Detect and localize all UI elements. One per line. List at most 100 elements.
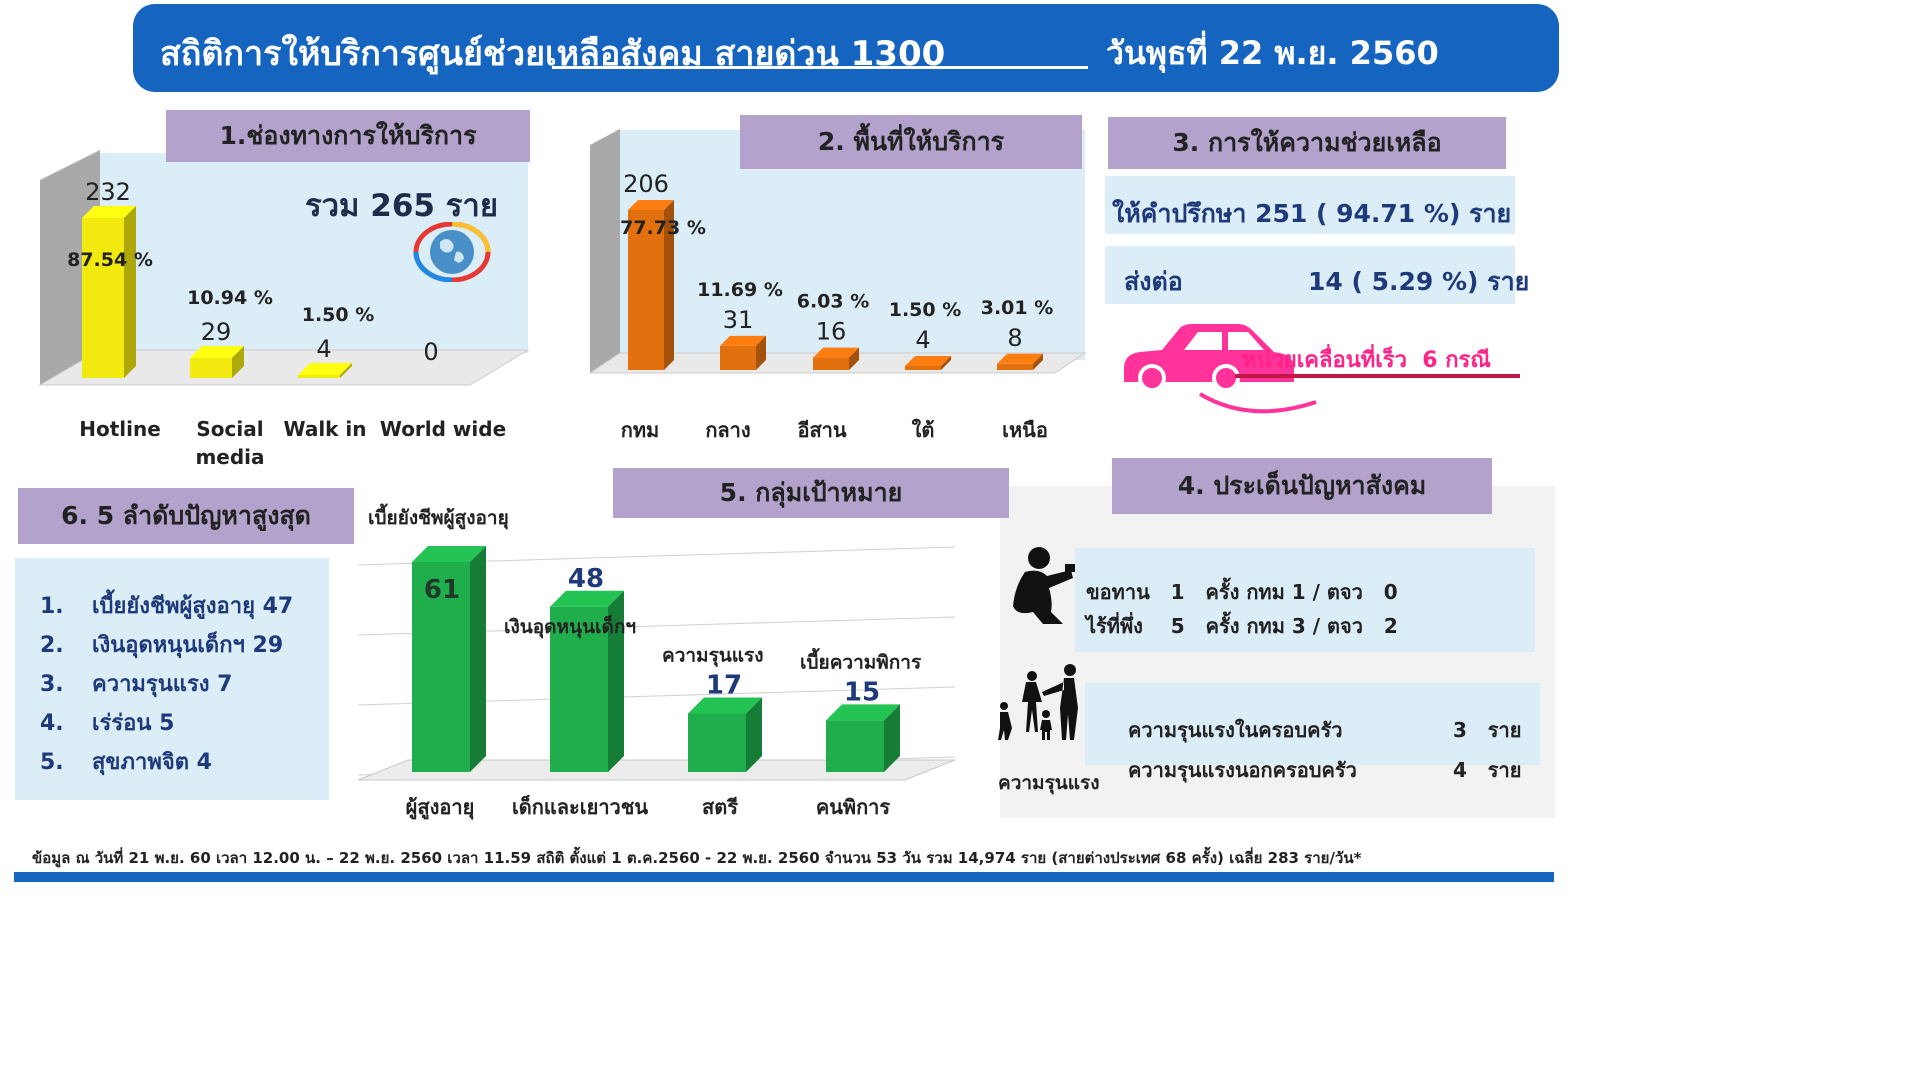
target-label-2: สตรี bbox=[702, 795, 738, 819]
target-bar-1-front bbox=[550, 606, 608, 772]
top5-item-number: 2. bbox=[40, 633, 64, 658]
section6-title: 6. 5 ลำดับปัญหาสูงสุด bbox=[18, 488, 354, 544]
target-bar-2 bbox=[688, 697, 762, 772]
top5-item-number: 4. bbox=[40, 711, 64, 736]
channel-percent-1: 10.94 % bbox=[187, 287, 273, 309]
area-bar-1-front bbox=[720, 345, 756, 370]
target-bar-label-0: เบี้ยยังชีพผู้สูงอายุ bbox=[368, 503, 509, 530]
target-label-0: ผู้สูงอายุ bbox=[406, 795, 475, 821]
outside-violence-value: 4 ราย bbox=[1453, 758, 1522, 782]
target-bar-2-side bbox=[746, 697, 762, 772]
area-label-1: กลาง bbox=[705, 418, 750, 442]
area-bar-0-top bbox=[628, 200, 674, 210]
channel-bar-1 bbox=[190, 346, 244, 378]
channel-label-2: Walk in bbox=[283, 417, 366, 441]
car-icon bbox=[1118, 320, 1328, 416]
area-bar-2-side bbox=[849, 347, 859, 370]
target-bar-1 bbox=[550, 590, 624, 772]
section4-title: 4. ประเด็นปัญหาสังคม bbox=[1112, 458, 1492, 514]
top5-item: 3. ความรุนแรง 7 bbox=[40, 666, 233, 701]
area-percent-0: 77.73 % bbox=[620, 217, 706, 239]
channel-bar-0-side bbox=[124, 206, 136, 378]
channel-label-1-line2: media bbox=[195, 445, 264, 469]
violence-icon bbox=[990, 662, 1095, 742]
section1-total: รวม 265 ราย bbox=[305, 188, 499, 224]
area-label-0: กทม bbox=[621, 418, 659, 442]
area-bar-2-front bbox=[813, 357, 849, 370]
referral-box bbox=[1105, 246, 1515, 304]
target-bar-label-3: เบี้ยความพิการ bbox=[800, 647, 922, 673]
target-bar-3 bbox=[826, 704, 900, 772]
area-bar-2-top bbox=[813, 347, 859, 358]
homeless-text: ไร้ที่พึ่ง 5 ครั้ง กทม 3 / ตจว 2 bbox=[1086, 614, 1398, 638]
channel-value-3: 0 bbox=[423, 338, 438, 366]
target-bar-label-1: เงินอุดหนุนเด็กฯ bbox=[504, 614, 636, 639]
target-label-3: คนพิการ bbox=[816, 795, 891, 819]
mobile-unit-text: หน่วยเคลื่อนที่เร็ว 6 กรณี bbox=[1242, 348, 1491, 373]
target-bar-2-top bbox=[688, 697, 762, 714]
area-value-1: 31 bbox=[723, 306, 754, 334]
title-underline bbox=[552, 66, 1088, 69]
area-bar-3-side bbox=[941, 356, 951, 370]
area-label-4: เหนือ bbox=[1002, 418, 1048, 442]
channel-bar-2 bbox=[298, 363, 352, 378]
channel-bar-2-top bbox=[298, 363, 352, 375]
target-group-chart: 61 เบี้ยยังชีพผู้สูงอายุ 48 เงินอุดหนุนเด็ก… bbox=[357, 503, 956, 821]
violence-box bbox=[1085, 683, 1540, 765]
target-bar-3-top bbox=[826, 704, 900, 721]
advice-text: ให้คำปรึกษา 251 ( 94.71 %) ราย bbox=[1112, 199, 1512, 228]
top5-item-text: สุขภาพจิต 4 bbox=[92, 750, 212, 775]
target-value-1: 48 bbox=[568, 564, 604, 594]
target-bar-0-front bbox=[412, 562, 470, 772]
area-bar-4-side bbox=[1033, 353, 1043, 370]
area-label-2: อีสาน bbox=[797, 418, 846, 442]
area-label-3: ใต้ bbox=[912, 418, 935, 442]
header-banner bbox=[133, 4, 1559, 92]
domestic-violence-value: 3 ราย bbox=[1453, 718, 1522, 742]
area-value-4: 8 bbox=[1007, 324, 1022, 352]
channel-label-3: World wide bbox=[380, 417, 506, 441]
begging-box bbox=[1075, 548, 1535, 652]
section3-title: 3. การให้ความช่วยเหลือ bbox=[1108, 117, 1506, 169]
channel-chart: 232 87.54 % 29 10.94 % 4 1.50 % 0 Hotline Social… bbox=[38, 150, 530, 469]
channel-bar-1-front bbox=[190, 358, 232, 378]
area-value-0: 206 bbox=[623, 170, 669, 198]
area-bar-0 bbox=[628, 200, 674, 370]
referral-value: 14 ( 5.29 %) ราย bbox=[1308, 267, 1530, 296]
top5-item-text: ความรุนแรง 7 bbox=[92, 672, 233, 697]
section5-title: 5. กลุ่มเป้าหมาย bbox=[613, 468, 1009, 518]
section2-title: 2. พื้นที่ให้บริการ bbox=[740, 115, 1082, 169]
outside-violence-label: ความรุนแรงนอกครอบครัว bbox=[1128, 758, 1357, 782]
target-bar-3-front bbox=[826, 720, 884, 772]
top5-item: 4. เร่ร่อน 5 bbox=[40, 705, 174, 740]
violence-caption: ความรุนแรง bbox=[998, 772, 1100, 794]
header-date: วันพุธที่ 22 พ.ย. 2560 bbox=[1106, 34, 1439, 72]
top5-item: 2. เงินอุดหนุนเด็กฯ 29 bbox=[40, 627, 283, 662]
chart2-wall bbox=[590, 129, 620, 373]
area-bar-1-top bbox=[720, 335, 766, 346]
target-bar-label-2: ความรุนแรง bbox=[662, 644, 764, 667]
channel-value-2: 4 bbox=[316, 335, 331, 363]
area-chart: 206 77.73 % 31 11.69 % 16 6.03 % 4 1.50 % 8 3.01 … bbox=[588, 129, 1087, 442]
channel-percent-0: 87.54 % bbox=[67, 249, 153, 271]
area-bar-1 bbox=[720, 335, 766, 370]
target-bar-3-side bbox=[884, 704, 900, 772]
chart3-floor bbox=[357, 759, 956, 781]
target-label-1: เด็กและเยาวชน bbox=[512, 794, 648, 819]
mobile-unit-underline bbox=[1235, 374, 1520, 378]
channel-percent-2: 1.50 % bbox=[302, 304, 375, 326]
top5-item-text: เร่ร่อน 5 bbox=[92, 711, 175, 736]
channel-value-1: 29 bbox=[201, 318, 232, 346]
channel-bar-0 bbox=[82, 206, 136, 378]
begging-text: ขอทาน 1 ครั้ง กทม 1 / ตจว 0 bbox=[1086, 580, 1398, 604]
footer-bar bbox=[14, 872, 1554, 882]
area-bar-3-front bbox=[905, 366, 941, 370]
top5-item-text: เงินอุดหนุนเด็กฯ 29 bbox=[92, 633, 284, 658]
top5-item-number: 3. bbox=[40, 672, 64, 697]
target-bar-1-side bbox=[608, 590, 624, 772]
target-bar-0-side bbox=[470, 546, 486, 772]
top5-item-text: เบี้ยยังชีพผู้สูงอายุ 47 bbox=[92, 594, 294, 619]
channel-label-0: Hotline bbox=[79, 417, 161, 441]
area-percent-4: 3.01 % bbox=[981, 297, 1054, 319]
area-bar-0-front bbox=[628, 210, 664, 370]
